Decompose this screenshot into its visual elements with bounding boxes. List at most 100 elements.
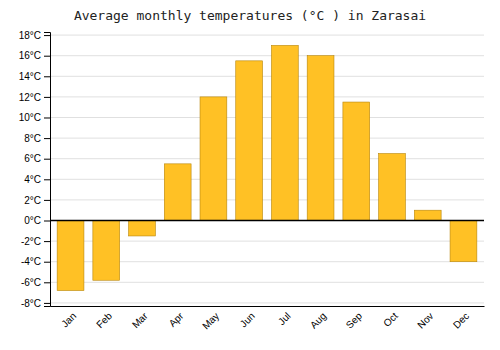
y-tick-label: 0°C: [24, 215, 41, 226]
bar: [236, 61, 263, 221]
y-tick-label: 14°C: [19, 71, 41, 82]
x-tick: Nov: [415, 310, 435, 330]
y-tick-mark: [44, 200, 50, 201]
y-axis: -8°C -6°C -4°C -2°C 0°C 2°C 4°C 6°C 8°C 10°C 12°C 1…: [19, 30, 51, 309]
y-tick: -2°C: [21, 236, 50, 247]
y-tick: 18°C: [19, 30, 50, 41]
x-tick: Oct: [381, 310, 400, 329]
y-tick-mark: [44, 262, 50, 263]
bar: [450, 221, 477, 262]
x-tick-label: Jul: [276, 310, 293, 327]
x-tick-label: Feb: [94, 310, 114, 330]
x-tick-label: Oct: [381, 310, 400, 329]
x-tick: Apr: [167, 310, 186, 329]
plot: -8°C -6°C -4°C -2°C 0°C 2°C 4°C 6°C 8°C 10°C 12°C 1…: [19, 30, 485, 332]
x-tick: Jul: [276, 310, 293, 327]
x-tick-label: Dec: [451, 310, 471, 330]
x-tick-label: Jun: [238, 310, 257, 329]
y-tick-mark: [44, 76, 50, 77]
baseline: [50, 220, 484, 222]
bar: [57, 221, 84, 291]
y-tick-label: 2°C: [24, 195, 41, 206]
y-tick: 10°C: [19, 112, 50, 123]
grid-line: [50, 282, 484, 283]
y-tick: 16°C: [19, 50, 50, 61]
x-tick: Dec: [451, 310, 471, 330]
x-tick: Sep: [344, 310, 365, 331]
grid-line: [50, 158, 484, 159]
x-tick-label: Nov: [415, 310, 435, 330]
x-tick-label: Mar: [130, 310, 150, 330]
title: Average monthly temperatures (°C ) in Za…: [74, 8, 426, 23]
y-tick-mark: [44, 35, 50, 36]
y-tick-mark: [44, 179, 50, 180]
y-tick: 12°C: [19, 92, 50, 103]
grid-line: [50, 96, 484, 97]
y-tick-mark: [44, 56, 50, 57]
y-tick-label: -6°C: [21, 277, 41, 288]
y-tick-label: 10°C: [19, 112, 41, 123]
y-tick-label: 4°C: [24, 174, 41, 185]
x-tick-label: May: [200, 310, 221, 331]
y-tick-mark: [44, 221, 50, 222]
y-tick: 14°C: [19, 71, 50, 82]
grid-line: [50, 117, 484, 118]
bar: [93, 221, 120, 281]
grid-line: [50, 199, 484, 200]
x-tick: Feb: [94, 310, 114, 330]
x-tick: Mar: [130, 310, 150, 330]
y-tick-label: -2°C: [21, 236, 41, 247]
bars: [57, 45, 477, 290]
grid-line: [50, 302, 484, 303]
x-axis: Jan Feb Mar Apr May Jun Jul Aug Sep Oct Nov Dec: [51, 307, 485, 332]
y-tick-mark: [44, 282, 50, 283]
y-tick: 4°C: [24, 174, 50, 185]
x-tick: Jun: [238, 310, 257, 329]
x-tick: May: [200, 310, 221, 331]
bar: [200, 97, 227, 221]
y-tick-mark: [44, 303, 50, 304]
y-tick-mark: [44, 159, 50, 160]
chart: Average monthly temperatures (°C ) in Za…: [0, 0, 500, 350]
x-axis-line: [51, 306, 485, 307]
grid-line: [50, 35, 484, 36]
grid-line: [50, 76, 484, 77]
x-tick-label: Jan: [59, 310, 78, 329]
y-tick-label: 12°C: [19, 92, 41, 103]
bar: [164, 164, 191, 221]
grid: [50, 35, 484, 303]
y-tick-label: 8°C: [24, 133, 41, 144]
y-tick: -8°C: [21, 298, 50, 309]
y-tick-mark: [44, 117, 50, 118]
y-axis-line: [44, 33, 51, 307]
bar: [307, 56, 334, 221]
x-tick-label: Apr: [167, 310, 186, 329]
y-tick-mark: [44, 138, 50, 139]
bar: [343, 102, 370, 220]
y-tick: 0°C: [24, 215, 50, 226]
x-tick: Aug: [308, 310, 328, 330]
y-tick-label: -4°C: [21, 256, 41, 267]
y-tick: -4°C: [21, 256, 50, 267]
y-tick-label: -8°C: [21, 298, 41, 309]
y-tick-mark: [44, 241, 50, 242]
y-tick: 6°C: [24, 153, 50, 164]
grid-line: [50, 179, 484, 180]
bar: [129, 221, 156, 236]
y-tick: 8°C: [24, 133, 50, 144]
y-tick-label: 18°C: [19, 30, 41, 41]
bar: [271, 45, 298, 220]
y-tick-label: 6°C: [24, 153, 41, 164]
y-tick: 2°C: [24, 195, 50, 206]
bar: [414, 210, 441, 220]
x-tick-label: Sep: [344, 310, 365, 331]
grid-line: [50, 55, 484, 56]
y-tick: -6°C: [21, 277, 50, 288]
y-tick-mark: [44, 97, 50, 98]
grid-line: [50, 138, 484, 139]
x-tick-label: Aug: [308, 310, 328, 330]
grid-line: [50, 220, 484, 221]
y-tick-label: 16°C: [19, 50, 41, 61]
x-tick: Jan: [59, 310, 78, 329]
bar: [379, 154, 406, 221]
